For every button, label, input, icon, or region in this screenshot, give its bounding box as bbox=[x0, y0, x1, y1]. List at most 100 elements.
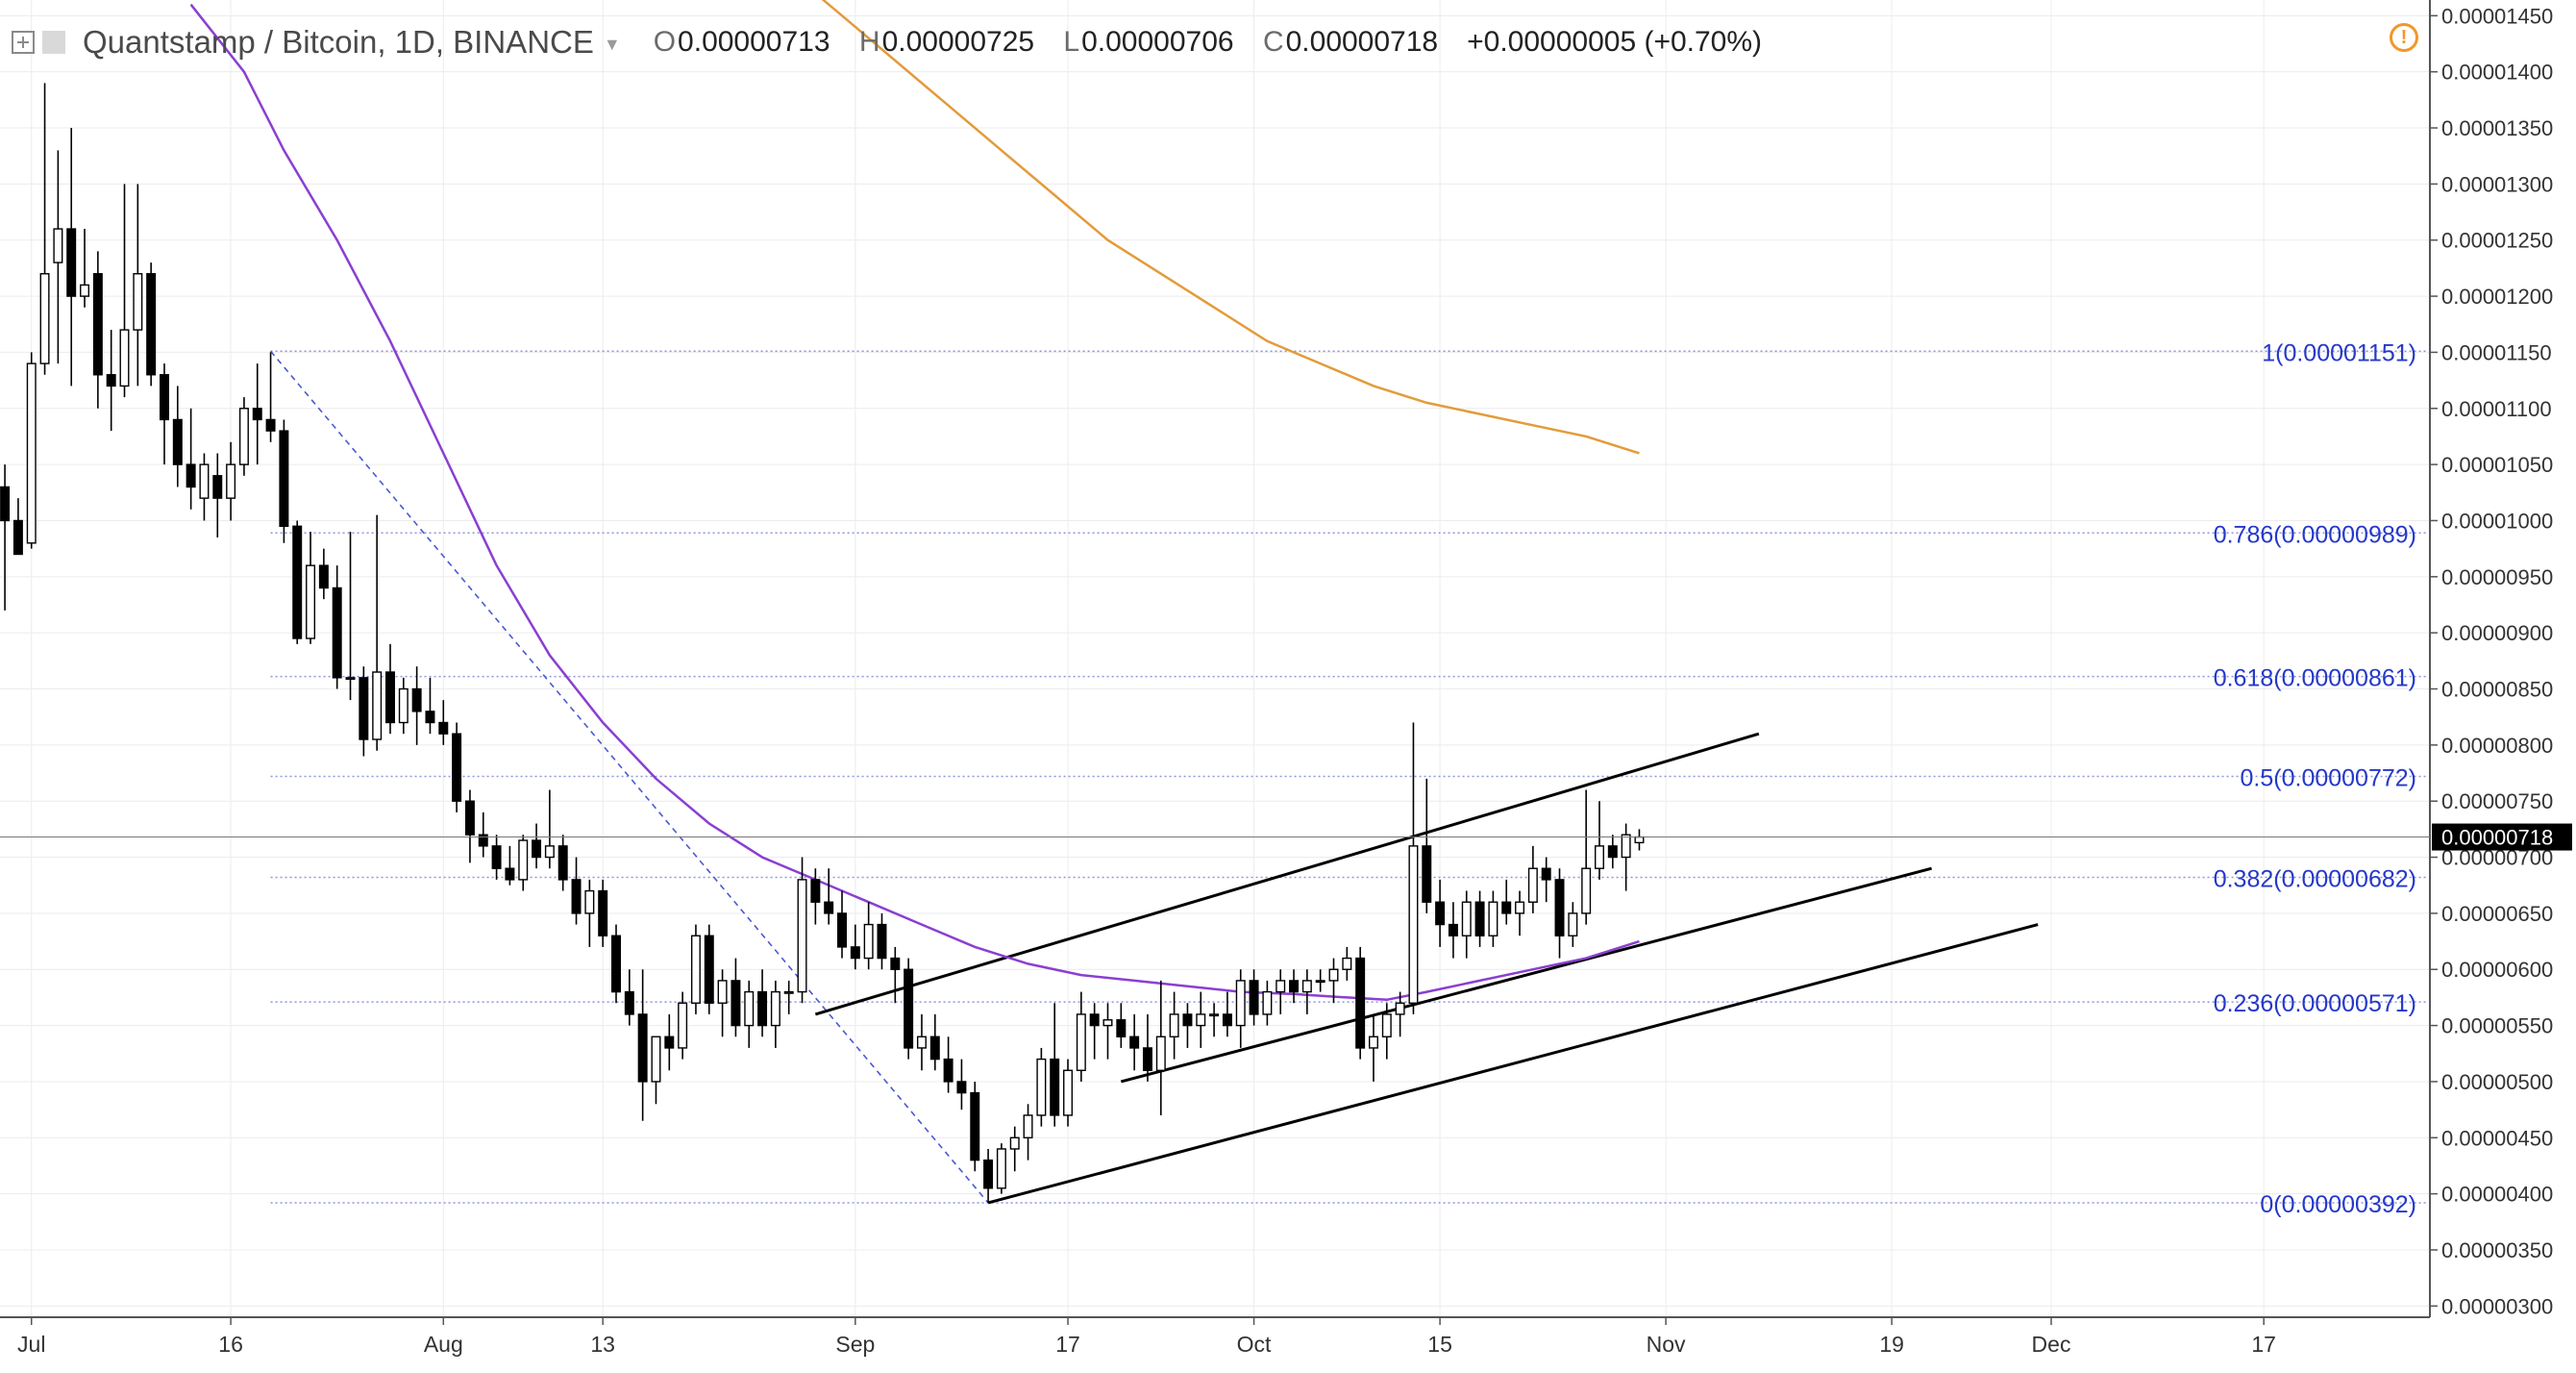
candle-body bbox=[1142, 1047, 1152, 1071]
candle bbox=[53, 150, 63, 364]
candle bbox=[199, 453, 210, 521]
x-tick-label: Jul bbox=[17, 1332, 45, 1357]
candle-body bbox=[1355, 957, 1366, 1049]
candle-body bbox=[1501, 901, 1512, 914]
candle bbox=[1607, 835, 1618, 869]
candle bbox=[757, 969, 768, 1037]
candle-body bbox=[1621, 834, 1631, 859]
price-change: +0.00000005 (+0.70%) bbox=[1467, 26, 1763, 58]
candle bbox=[146, 262, 157, 387]
x-tick-label: Sep bbox=[835, 1332, 875, 1357]
candle-body bbox=[1515, 901, 1525, 914]
candle bbox=[345, 532, 356, 701]
candle bbox=[452, 722, 462, 812]
candle bbox=[1036, 1047, 1047, 1127]
candle bbox=[0, 464, 11, 611]
candle-body bbox=[757, 990, 768, 1027]
fibonacci-retracement[interactable]: 1(0.00001151) 0.786(0.00000989) 0.618(0.00… bbox=[269, 339, 2428, 1218]
candle-body bbox=[106, 374, 116, 387]
candle-body bbox=[863, 923, 874, 960]
candle bbox=[810, 868, 821, 925]
candle-body bbox=[0, 486, 11, 522]
candle bbox=[39, 83, 50, 375]
candle-body bbox=[12, 519, 23, 556]
candle bbox=[1155, 980, 1166, 1115]
candle-body bbox=[385, 671, 395, 724]
alert-icon[interactable]: ! bbox=[2390, 23, 2418, 52]
candle-body bbox=[731, 980, 741, 1027]
candle-body bbox=[956, 1081, 967, 1094]
candle-body bbox=[1368, 1036, 1378, 1049]
candle bbox=[505, 845, 515, 886]
candle bbox=[797, 857, 807, 1004]
candle-body bbox=[1527, 867, 1538, 903]
candle-body bbox=[186, 463, 196, 488]
candle-body bbox=[1634, 836, 1645, 844]
fib-level-label: 0.382(0.00000682) bbox=[2214, 866, 2416, 893]
candle-body bbox=[1089, 1013, 1100, 1027]
candle-body bbox=[119, 329, 130, 387]
close-value: 0.00000718 bbox=[1285, 26, 1439, 58]
channel-trendline bbox=[814, 732, 1760, 1016]
y-tick-label: 0.00000900 bbox=[2441, 621, 2553, 645]
candle bbox=[1395, 991, 1405, 1037]
candle bbox=[1501, 879, 1512, 925]
y-tick-label: 0.00001050 bbox=[2441, 453, 2553, 477]
candle bbox=[398, 677, 409, 735]
current-price-label: 0.00000718 bbox=[2441, 826, 2553, 850]
candle bbox=[92, 251, 103, 409]
candle bbox=[66, 128, 77, 387]
candle-body bbox=[810, 879, 821, 903]
candle bbox=[1209, 1003, 1220, 1037]
candle bbox=[744, 980, 755, 1048]
candle bbox=[1089, 1003, 1100, 1060]
candle-body bbox=[332, 587, 342, 679]
candle bbox=[1196, 991, 1206, 1048]
candle bbox=[372, 514, 383, 751]
candle bbox=[1116, 1003, 1127, 1048]
candle-body bbox=[850, 946, 860, 960]
candle-body bbox=[292, 525, 303, 639]
candle-body bbox=[1222, 1013, 1232, 1027]
candle bbox=[1009, 1126, 1020, 1172]
candle-body bbox=[1249, 980, 1259, 1015]
candle-body bbox=[1050, 1058, 1060, 1116]
candle bbox=[1355, 946, 1366, 1060]
candle-body bbox=[1301, 980, 1312, 993]
y-tick-label: 0.00001150 bbox=[2441, 340, 2552, 364]
candle bbox=[598, 879, 608, 947]
candle-body bbox=[1262, 990, 1273, 1015]
candle bbox=[943, 1036, 954, 1093]
candle-body bbox=[306, 564, 316, 639]
candle-body bbox=[411, 687, 422, 712]
candle-body bbox=[1448, 923, 1458, 936]
candle-body bbox=[491, 845, 502, 869]
candle-body bbox=[1328, 968, 1339, 982]
candle-body bbox=[80, 284, 90, 297]
candle bbox=[1448, 902, 1458, 959]
candle bbox=[212, 453, 223, 537]
symbol-title[interactable]: Quantstamp / Bitcoin, 1D, BINANCE bbox=[83, 24, 594, 60]
candle-body bbox=[66, 228, 77, 297]
dropdown-caret-icon[interactable]: ▼ bbox=[603, 34, 621, 54]
candle-body bbox=[690, 935, 701, 1004]
x-tick-label: 15 bbox=[1427, 1332, 1452, 1357]
candle-body bbox=[983, 1159, 994, 1189]
trendlines[interactable] bbox=[814, 732, 2039, 1205]
candle bbox=[1368, 1013, 1378, 1082]
candle bbox=[1408, 722, 1419, 1014]
candle bbox=[1235, 969, 1246, 1048]
candle bbox=[332, 565, 342, 689]
candle-body bbox=[943, 1058, 954, 1083]
candle bbox=[584, 879, 595, 947]
y-tick-label: 0.00000400 bbox=[2441, 1183, 2553, 1207]
expand-icon[interactable] bbox=[12, 31, 35, 54]
fib-level-label: 0.5(0.00000772) bbox=[2241, 765, 2416, 792]
candle-body bbox=[704, 935, 714, 1004]
low-value: 0.00000706 bbox=[1081, 26, 1234, 58]
candle-body bbox=[238, 408, 249, 465]
y-tick-label: 0.00000300 bbox=[2441, 1294, 2553, 1318]
candle bbox=[1315, 969, 1325, 992]
